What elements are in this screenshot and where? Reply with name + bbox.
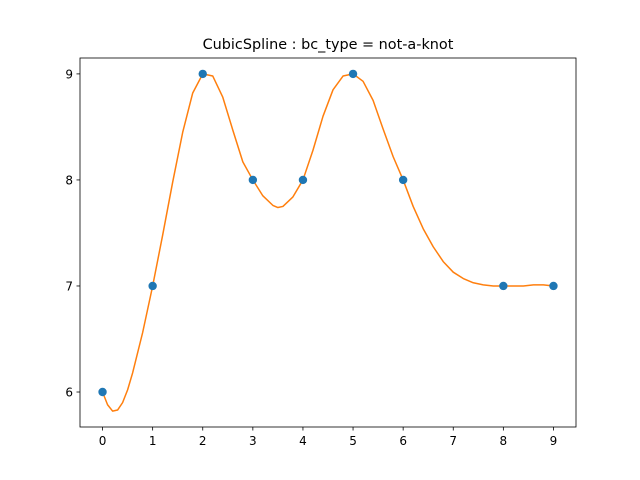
x-tick-label: 3: [249, 434, 257, 448]
y-tick-label: 8: [65, 173, 73, 187]
data-point: [198, 69, 207, 79]
axes-frame: [79, 57, 577, 428]
data-point: [549, 281, 558, 291]
data-point: [298, 175, 308, 185]
x-axis: 0 1 2 3 4 5 6 7 8 9: [99, 427, 558, 448]
y-tick-label: 7: [65, 279, 73, 293]
data-point: [499, 281, 508, 291]
x-tick-label: 6: [399, 434, 407, 448]
x-tick-label: 0: [99, 434, 107, 448]
series-layer: [98, 69, 558, 412]
x-tick-label: 7: [449, 434, 457, 448]
plot-area: [80, 58, 576, 427]
x-tick-label: 5: [349, 434, 357, 448]
data-point: [398, 175, 408, 185]
y-axis: 6 7 8 9: [65, 67, 80, 400]
x-tick-label: 1: [149, 434, 157, 448]
chart-title: CubicSpline : bc_type = not-a-knot: [203, 37, 454, 53]
data-point: [98, 387, 107, 397]
data-point: [148, 281, 157, 291]
data-point: [248, 175, 258, 185]
y-tick-label: 6: [65, 386, 73, 400]
x-tick-label: 8: [500, 434, 508, 448]
data-point: [348, 69, 358, 79]
x-tick-label: 4: [299, 434, 307, 448]
spline-curve: [101, 73, 554, 412]
x-tick-label: 9: [550, 434, 558, 448]
y-tick-label: 9: [65, 67, 73, 81]
x-tick-label: 2: [199, 434, 207, 448]
